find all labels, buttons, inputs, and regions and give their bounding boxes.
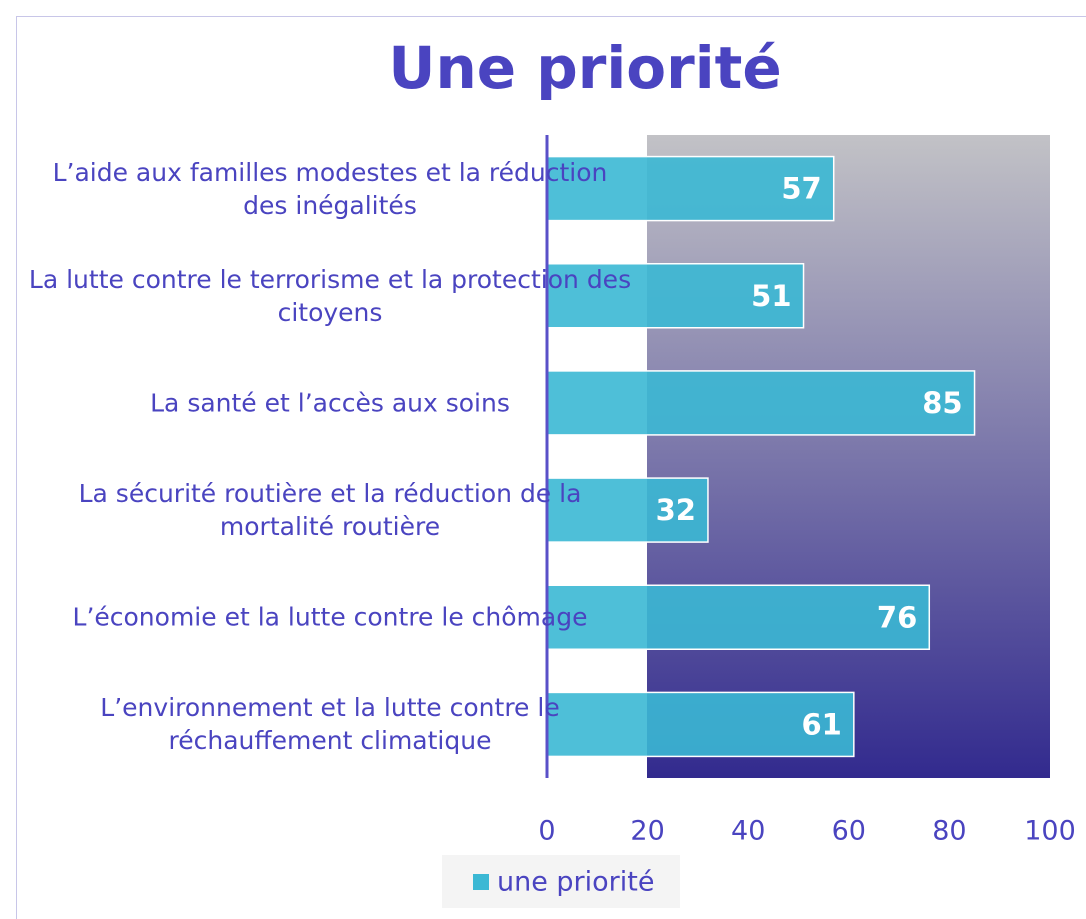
bar [546,691,855,758]
bar [546,477,709,543]
x-tick-label: 80 [932,816,966,847]
x-tick-label: 40 [731,816,765,847]
value-label: 57 [781,172,821,206]
plot-background [647,135,1050,778]
bar [546,370,976,436]
y-tick-label: La santé et l’accès aux soins [150,388,510,418]
x-tick-label: 0 [538,816,555,847]
chart-title: Une priorité [388,34,781,102]
value-label: 51 [751,279,791,313]
value-label: 85 [922,386,962,420]
y-tick-label: L’environnement et la lutte contre le ré… [100,693,560,756]
bar [546,155,835,222]
legend-swatch [473,874,489,890]
value-label: 32 [656,493,696,527]
y-tick-label: La lutte contre le terrorisme et la prot… [28,264,632,327]
legend-label: une priorité [497,867,654,898]
value-label: 61 [801,707,841,741]
x-tick-label: 60 [832,816,866,847]
x-tick-label: 20 [630,816,664,847]
y-tick-label: L’aide aux familles modestes et la réduc… [52,157,608,220]
value-label: 76 [877,600,917,634]
y-tick-label: La sécurité routière et la réduction de … [78,479,582,542]
x-tick-label: 100 [1024,816,1076,847]
y-tick-label: L’économie et la lutte contre le chômage [72,602,588,632]
bar [546,584,931,650]
